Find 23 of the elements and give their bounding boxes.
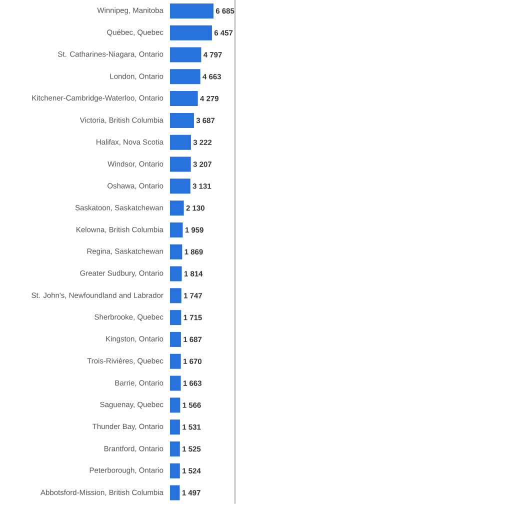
bar — [170, 69, 200, 84]
bar — [170, 463, 180, 478]
bar — [170, 485, 180, 500]
bar — [170, 354, 181, 369]
bar — [170, 266, 182, 282]
bar — [170, 310, 182, 326]
bar — [170, 288, 182, 304]
bar — [170, 156, 191, 172]
bar — [170, 112, 194, 128]
bar — [170, 441, 180, 456]
bar — [170, 420, 180, 435]
bar — [170, 178, 190, 194]
bar — [170, 398, 180, 413]
bar — [170, 25, 212, 40]
bar — [170, 332, 181, 347]
bar — [170, 222, 183, 238]
bar — [170, 200, 184, 216]
bar — [170, 244, 182, 260]
bar — [170, 376, 181, 391]
bar — [170, 134, 191, 150]
bar — [170, 3, 214, 18]
bar — [170, 91, 198, 106]
bar — [170, 47, 202, 62]
